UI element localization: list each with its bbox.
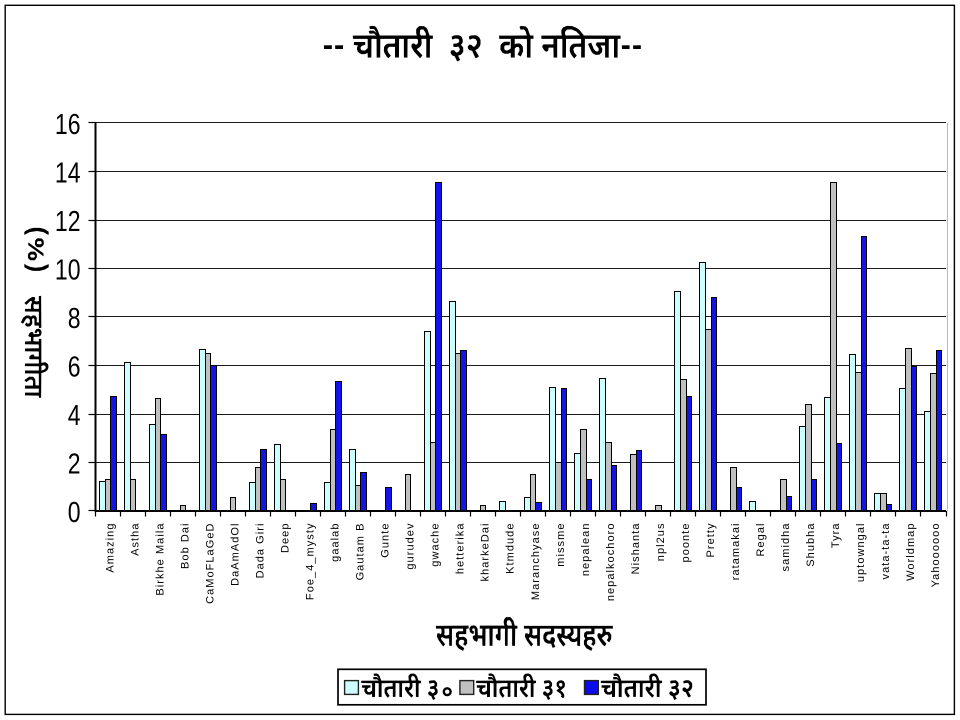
svg-text:8: 8 [68,304,81,335]
svg-text:samidha: samidha [780,523,792,572]
svg-text:Gunte: Gunte [380,523,392,558]
svg-text:Worldmap: Worldmap [905,523,917,581]
svg-text:gwache: gwache [430,523,442,567]
svg-text:hetterika: hetterika [455,523,467,575]
svg-text:npl2us: npl2us [655,523,667,562]
svg-text:gaalab: gaalab [330,523,342,562]
svg-text:CaMoFLaGeD: CaMoFLaGeD [205,523,217,604]
svg-text:missme: missme [555,523,567,567]
svg-text:Dada Giri: Dada Giri [255,523,267,579]
svg-text:poonte: poonte [680,523,692,563]
svg-text:Ktmdude: Ktmdude [505,523,517,574]
svg-text:4: 4 [68,401,81,432]
svg-text:6: 6 [68,352,81,383]
svg-text:Maranchyase: Maranchyase [530,523,542,601]
svg-text:2: 2 [68,449,81,480]
svg-text:0: 0 [68,498,81,529]
svg-text:Deep: Deep [280,523,292,554]
svg-text:gurudev: gurudev [405,523,417,570]
svg-text:vata-ta-ta: vata-ta-ta [880,523,892,580]
svg-text:nepalkochoro: nepalkochoro [605,523,617,602]
svg-text:nepalean: nepalean [580,523,592,577]
svg-text:DaAmAdOl: DaAmAdOl [230,523,242,586]
svg-text:Pretty: Pretty [705,523,717,558]
svg-text:Gautam B: Gautam B [355,523,367,581]
svg-text:Shubha: Shubha [805,523,817,567]
svg-text:kharkeDai: kharkeDai [480,523,492,582]
svg-text:ratamakai: ratamakai [730,523,742,581]
svg-text:12: 12 [55,207,81,238]
svg-text:16: 16 [55,110,81,141]
svg-text:Bob Dai: Bob Dai [180,523,192,569]
svg-text:10: 10 [55,255,81,286]
svg-text:uptowngal: uptowngal [855,523,867,583]
svg-text:Nishanta: Nishanta [630,523,642,575]
svg-text:Birkhe Maila: Birkhe Maila [155,523,167,596]
svg-text:14: 14 [55,158,81,189]
svg-text:Foe_4_mysty: Foe_4_mysty [305,523,317,601]
svg-text:Amazing: Amazing [105,523,117,573]
svg-text:Astha: Astha [130,523,142,556]
svg-text:Tyra: Tyra [830,523,842,549]
svg-text:Regal: Regal [755,523,767,557]
svg-text:Yahoooooo: Yahoooooo [930,523,942,588]
